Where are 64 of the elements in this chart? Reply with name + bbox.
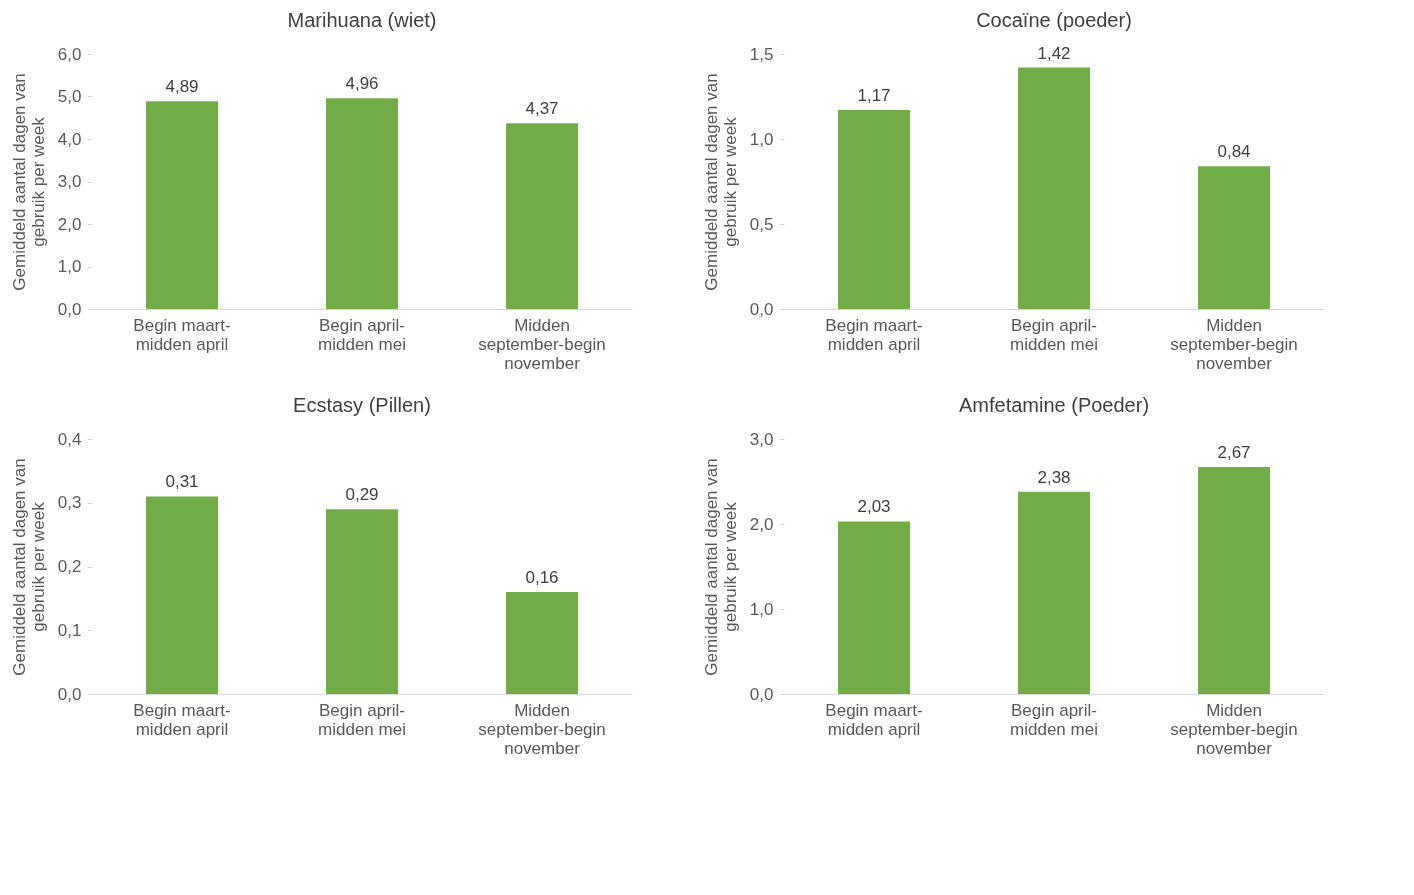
- y-axis-title: Gemiddeld aantal dagen van gebruik per week: [701, 73, 740, 291]
- data-label: 4,89: [165, 77, 199, 97]
- chart-title: Cocaïne (poeder): [976, 8, 1132, 31]
- bar: [1198, 166, 1270, 309]
- x-tick-label: Midden september-begin november: [1170, 315, 1298, 373]
- y-tick-label: 5,0: [57, 87, 82, 106]
- x-tick-label: Midden september-begin november: [1170, 700, 1298, 758]
- chart-title: Marihuana (wiet): [287, 9, 437, 31]
- x-tick-label: Begin april-midden mei: [1010, 700, 1098, 739]
- y-tick-label: 0,0: [57, 684, 82, 704]
- chart-title: Ecstasy (Pillen): [293, 394, 431, 416]
- bar: [146, 101, 218, 309]
- bar: [506, 123, 578, 309]
- data-label: 2,67: [1217, 443, 1251, 463]
- chart-title: Amfetamine (Poeder): [958, 394, 1150, 416]
- bar: [146, 496, 218, 694]
- data-label: 2,38: [1037, 467, 1071, 487]
- data-label: 0,16: [525, 568, 559, 587]
- bar: [506, 592, 578, 694]
- x-tick-label: Begin maart-midden april: [133, 315, 231, 354]
- data-label: 0,84: [1217, 142, 1251, 162]
- x-tick-label: Begin maart-midden april: [133, 700, 231, 739]
- y-tick-label: 1,5: [749, 44, 774, 64]
- y-tick-label: 0,1: [57, 620, 82, 640]
- x-tick-label: Begin april-midden mei: [318, 700, 406, 739]
- y-axis-title: Gemiddeld aantal dagen van gebruik per week: [701, 458, 740, 676]
- data-label: 0,29: [345, 485, 379, 505]
- y-tick-label: 6,0: [57, 44, 82, 64]
- y-tick-label: 0,3: [57, 493, 82, 513]
- y-tick-label: 0,5: [749, 214, 774, 234]
- y-tick-label: 0,0: [749, 299, 774, 319]
- y-tick-label: 2,0: [57, 214, 82, 234]
- y-axis-title: Gemiddeld aantal dagen van gebruik per week: [9, 458, 48, 676]
- y-tick-label: 4,0: [57, 129, 82, 149]
- y-tick-label: 1,0: [749, 599, 774, 619]
- x-tick-label: Begin maart-midden april: [825, 700, 923, 739]
- y-tick-label: 0,0: [57, 299, 82, 319]
- y-tick-label: 0,2: [57, 557, 82, 576]
- y-tick-label: 1,0: [749, 129, 774, 149]
- bar: [326, 98, 398, 309]
- x-tick-label: Midden september-begin november: [478, 315, 606, 373]
- x-tick-label: Begin april-midden mei: [318, 315, 406, 354]
- bar: [326, 509, 398, 694]
- bar: [838, 110, 910, 309]
- y-tick-label: 0,4: [57, 429, 82, 449]
- x-tick-label: Midden september-begin november: [478, 700, 606, 758]
- bar: [1018, 491, 1090, 694]
- data-label: 1,17: [857, 86, 891, 106]
- y-tick-label: 0,0: [749, 684, 774, 704]
- y-axis-title: Gemiddeld aantal dagen van gebruik per week: [9, 73, 48, 291]
- y-tick-label: 3,0: [749, 429, 774, 449]
- x-tick-label: Begin maart-midden april: [825, 315, 923, 354]
- bar: [1198, 467, 1270, 694]
- data-label: 0,31: [165, 472, 199, 492]
- y-tick-label: 1,0: [57, 257, 82, 276]
- bar: [838, 521, 910, 694]
- bar: [1018, 67, 1090, 309]
- y-tick-label: 2,0: [749, 514, 774, 534]
- x-tick-label: Begin april-midden mei: [1010, 315, 1098, 354]
- data-label: 4,96: [345, 74, 379, 94]
- data-label: 4,37: [525, 99, 559, 119]
- data-label: 1,42: [1037, 43, 1071, 63]
- data-label: 2,03: [857, 497, 891, 517]
- y-tick-label: 3,0: [57, 172, 82, 191]
